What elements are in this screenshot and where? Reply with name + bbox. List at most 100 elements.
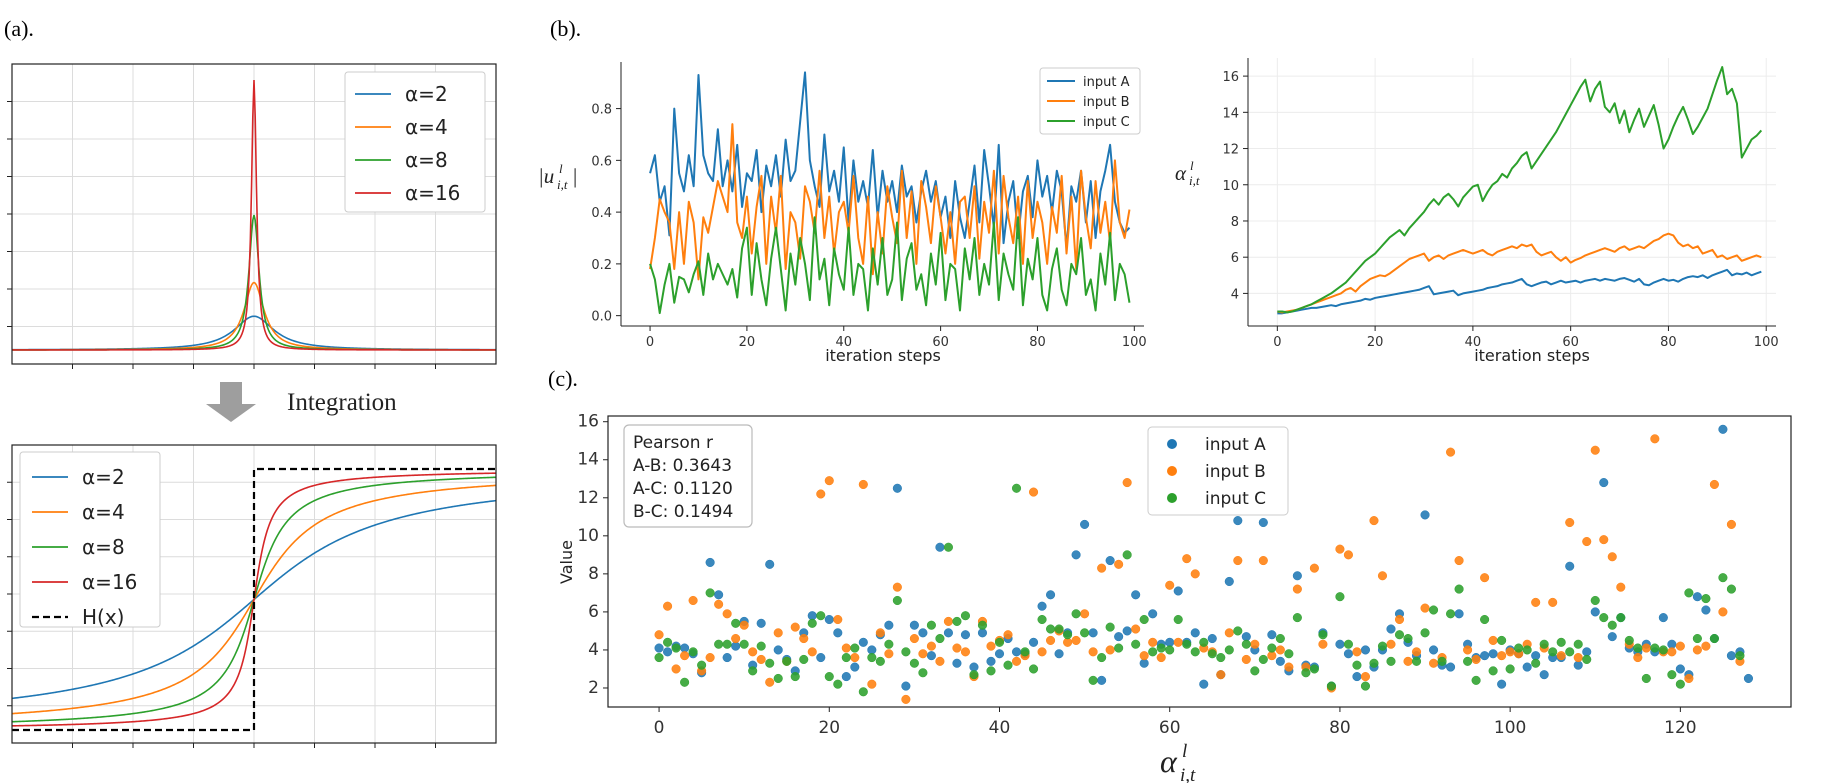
- scatter-point: [1258, 654, 1268, 665]
- series-line-input-c: [1277, 66, 1763, 314]
- chart-a-bottom: α=2 α=4 α=8 α=16 H(x): [7, 444, 497, 748]
- scatter-point: [1207, 633, 1217, 644]
- scatter-point: [1258, 556, 1268, 566]
- scatter-point: [1684, 588, 1694, 598]
- scatter-point: [1454, 584, 1464, 594]
- x-tick-label: 0: [1273, 335, 1281, 350]
- stats-line-bc: B-C: 0.1494: [633, 502, 733, 522]
- scatter-point: [926, 641, 936, 651]
- scatter-point: [1292, 571, 1302, 581]
- scatter-point: [1054, 624, 1064, 634]
- scatter-point: [816, 489, 826, 499]
- scatter-point: [1369, 516, 1379, 526]
- scatter-point: [1641, 673, 1651, 684]
- scatter-point: [909, 658, 919, 668]
- b-left-ylabel: |u l i,t |: [538, 161, 577, 192]
- scatter-point: [1326, 681, 1336, 691]
- scatter-point: [892, 582, 902, 592]
- scatter-point: [1471, 654, 1481, 665]
- scatter-point: [1250, 666, 1260, 676]
- scatter-point: [1105, 622, 1115, 632]
- scatter-point: [688, 647, 698, 657]
- scatter-point: [799, 633, 809, 644]
- legend-swatch: [1167, 466, 1177, 476]
- scatter-point: [1020, 647, 1030, 657]
- scatter-point: [680, 651, 690, 661]
- legend-frame: [1147, 426, 1289, 516]
- y-tick-label: 4: [1231, 287, 1239, 302]
- scatter-point: [1411, 656, 1422, 666]
- scatter-point: [969, 670, 979, 680]
- scatter-point: [1216, 653, 1226, 663]
- scatter-point: [1318, 639, 1328, 649]
- scatter-point: [807, 647, 817, 657]
- scatter-point: [850, 662, 860, 672]
- scatter-point: [1003, 660, 1013, 670]
- legend-label: α=2: [82, 465, 125, 489]
- scatter-point: [1182, 554, 1192, 564]
- scatter-point: [1105, 556, 1115, 566]
- scatter-point: [1429, 645, 1439, 655]
- scatter-point: [654, 653, 664, 663]
- scatter-point: [714, 599, 724, 609]
- scatter-point: [1641, 643, 1651, 653]
- scatter-point: [1071, 635, 1081, 645]
- scatter-point: [1497, 679, 1507, 689]
- scatter-point: [1726, 651, 1736, 661]
- scatter-point: [943, 616, 953, 626]
- scatter-point: [1139, 658, 1149, 668]
- scatter-point: [1522, 645, 1532, 655]
- scatter-point: [884, 639, 894, 649]
- legend-label: α=2: [405, 82, 448, 106]
- svg-text:l: l: [1182, 741, 1187, 762]
- scatter-point: [1148, 609, 1158, 619]
- scatter-point: [858, 479, 868, 490]
- scatter-point: [731, 618, 741, 628]
- scatter-point: [1488, 649, 1498, 659]
- legend-label: input B: [1205, 462, 1266, 482]
- scatter-point: [952, 658, 962, 668]
- scatter-point: [1692, 592, 1702, 602]
- scatter-point: [1343, 639, 1353, 649]
- scatter-point: [1624, 635, 1634, 645]
- scatter-point: [1343, 550, 1353, 560]
- scatter-point: [1301, 668, 1311, 678]
- scatter-point: [1352, 660, 1362, 670]
- scatter-point: [1131, 624, 1141, 634]
- scatter-point: [1709, 479, 1719, 490]
- panel-label-c: (c).: [548, 366, 578, 391]
- scatter-point: [1497, 635, 1507, 645]
- scatter-point: [765, 677, 775, 687]
- x-tick-label: 120: [1664, 718, 1696, 738]
- scatter-point: [1582, 654, 1592, 665]
- scatter-point: [671, 643, 681, 653]
- scatter-point: [1046, 590, 1056, 600]
- scatter-point: [1573, 653, 1583, 663]
- scatter-point: [1037, 614, 1047, 625]
- legend-frame: [1039, 67, 1141, 135]
- scatter-point: [1139, 614, 1149, 625]
- scatter-point: [1369, 658, 1379, 668]
- series-line-input-c: [649, 216, 1131, 315]
- scatter-point: [1709, 633, 1719, 644]
- scatter-point: [1071, 609, 1081, 619]
- scatter-point: [1173, 637, 1183, 647]
- scatter-point: [1394, 614, 1405, 625]
- svg-text:i,t: i,t: [1180, 765, 1196, 783]
- scatter-point: [1233, 626, 1243, 636]
- scatter-point: [1377, 641, 1388, 651]
- scatter-point: [1028, 637, 1039, 647]
- scatter-point: [1658, 645, 1668, 655]
- scatter-point: [790, 622, 800, 632]
- scatter-point: [1446, 662, 1456, 672]
- scatter-point: [1114, 643, 1124, 653]
- scatter-point: [1097, 563, 1107, 573]
- scatter-point: [1718, 424, 1728, 434]
- scatter-point: [1480, 573, 1490, 583]
- c-ylabel: Value: [557, 540, 576, 584]
- scatter-point: [654, 643, 664, 653]
- y-tick-label: 14: [1222, 106, 1239, 121]
- scatter-point: [935, 633, 945, 644]
- scatter-point: [1224, 628, 1234, 638]
- scatter-point: [1539, 639, 1549, 649]
